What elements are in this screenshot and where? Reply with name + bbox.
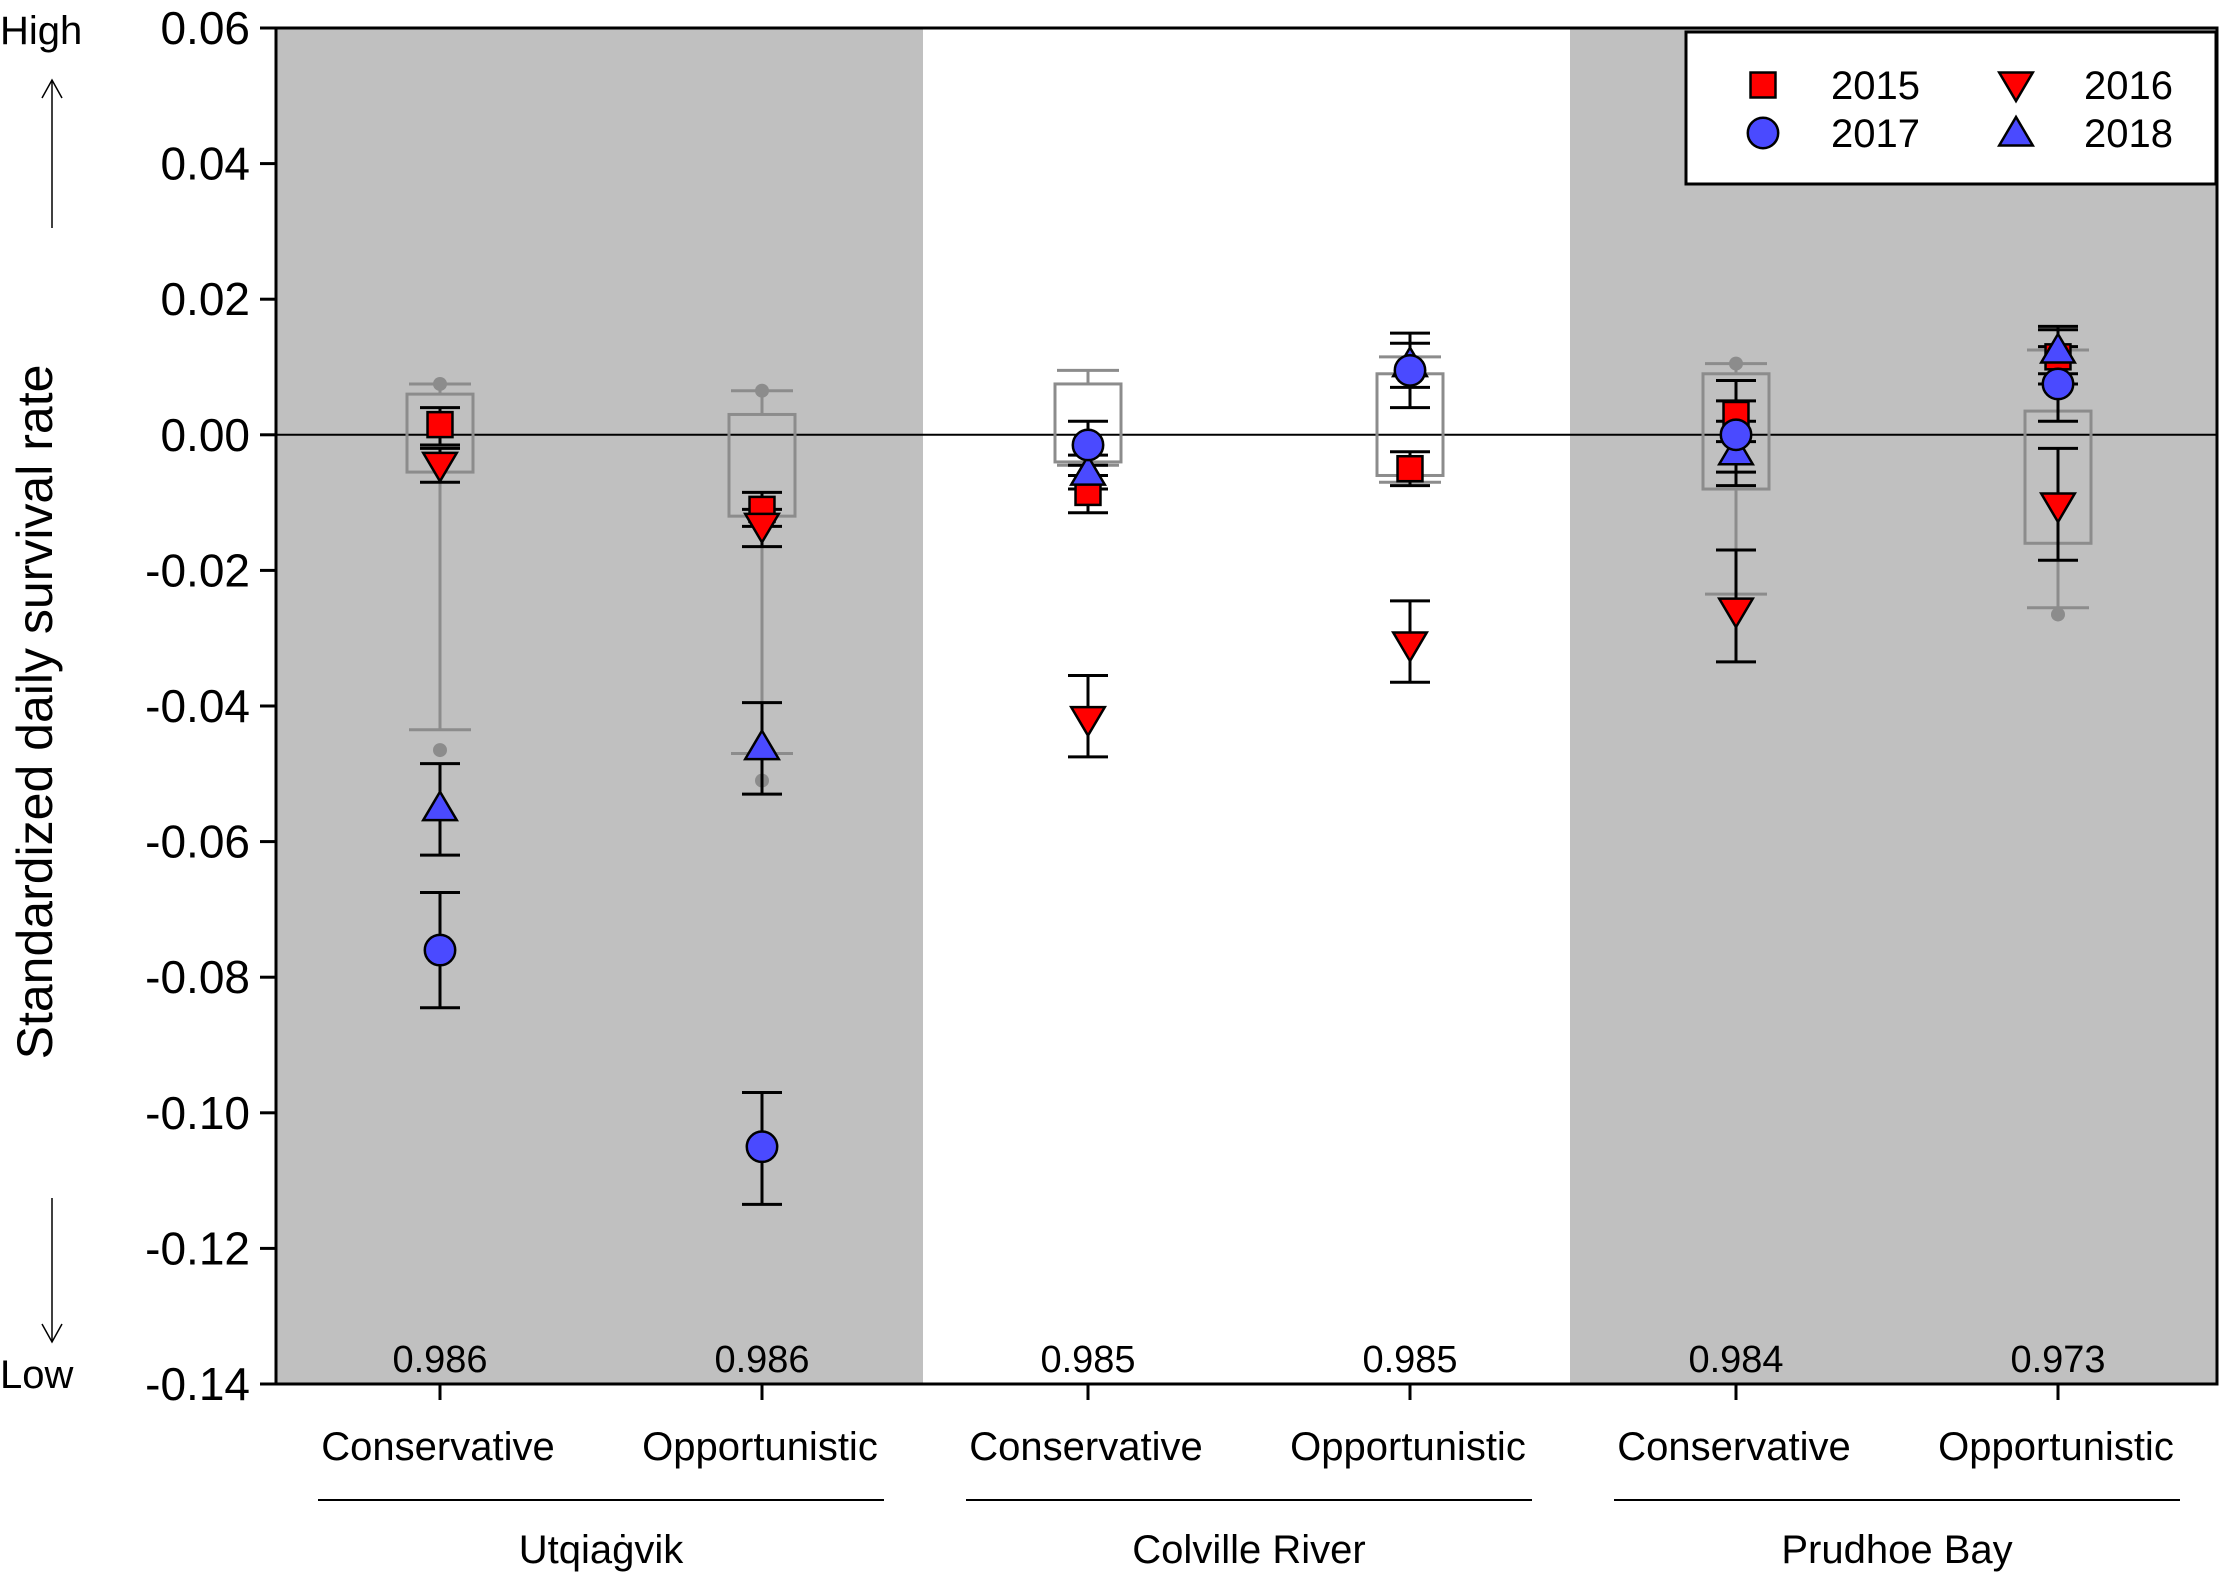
baseline-value: 0.985 (1040, 1339, 1135, 1381)
site-band-2 (1570, 28, 2217, 1384)
point-triangle-down-2016 (743, 512, 781, 545)
site-band-1 (923, 28, 1570, 1384)
point-triangle-up-2018 (2039, 331, 2077, 364)
y-tick-label: 0.06 (160, 2, 250, 54)
baseline-value: 0.986 (392, 1339, 487, 1381)
point-triangle-down-2016 (1069, 705, 1107, 739)
y-tick-label: 0.04 (160, 138, 250, 190)
y-axis-low-label: Low (0, 1353, 73, 1397)
box-outlier (433, 376, 447, 391)
y-axis-high-label: High (0, 9, 82, 53)
legend-label: 2018 (2084, 112, 2173, 156)
y-tick-label: -0.12 (145, 1222, 250, 1274)
box-outlier (433, 743, 447, 758)
point-square-2015 (1396, 454, 1424, 483)
baseline-labels: 0.986 0.986 0.985 0.985 0.984 0.973 (392, 1339, 2105, 1381)
strategy-label: Conservative (321, 1425, 554, 1469)
point-circle-2017 (1393, 353, 1427, 387)
site-background-bands (276, 28, 2217, 1384)
legend-marker-2016-icon (1997, 71, 2035, 104)
y-tick-label: -0.10 (145, 1087, 250, 1139)
x-axis: Conservative Opportunistic Conservative Opp… (318, 1384, 2180, 1572)
strategy-label: Conservative (969, 1425, 1202, 1469)
box-outlier (1729, 356, 1743, 371)
site-label: Prudhoe Bay (1781, 1528, 2012, 1572)
baseline-value: 0.973 (2010, 1339, 2105, 1381)
point-triangle-up-2018 (1069, 453, 1107, 486)
point-triangle-down-2016 (421, 451, 459, 484)
y-tick-label: -0.02 (145, 544, 250, 596)
box-outlier (755, 383, 769, 398)
site-band-0 (276, 28, 923, 1384)
y-tick-label: 0.00 (160, 409, 250, 461)
y-tick-label: 0.02 (160, 273, 250, 325)
legend-box (1684, 30, 2218, 186)
y-tick-label: -0.06 (145, 816, 250, 868)
down-arrow-head-icon (41, 1323, 63, 1344)
y-tick-label: -0.14 (145, 1358, 250, 1410)
y-axis-title: Standardized daily survival rate (7, 365, 63, 1060)
point-circle-2017 (1071, 428, 1105, 462)
y-axis-arrows (41, 78, 63, 1344)
legend-marker-2018-icon (1997, 114, 2035, 147)
y-tick-label: -0.08 (145, 951, 250, 1003)
legend-label: 2015 (1831, 64, 1920, 108)
point-triangle-down-2016 (1717, 597, 1755, 630)
y-tick-label: -0.04 (145, 680, 250, 732)
baseline-value: 0.986 (714, 1339, 809, 1381)
up-arrow-head-icon (41, 78, 63, 99)
box-iqr (1701, 372, 1771, 491)
strategy-label: Conservative (1617, 1425, 1850, 1469)
strategy-label: Opportunistic (1290, 1425, 1526, 1469)
legend-label: 2017 (1831, 112, 1920, 156)
legend-marker-2017-icon (1746, 116, 1780, 150)
point-triangle-up-2018 (421, 789, 459, 822)
legend-marker-2015-icon (1749, 71, 1777, 99)
baseline-value: 0.984 (1688, 1339, 1783, 1381)
strategy-label: Opportunistic (1938, 1425, 2174, 1469)
box-outlier (2051, 607, 2065, 622)
legend-label: 2016 (2084, 64, 2173, 108)
site-label: Colville River (1132, 1528, 1365, 1572)
point-circle-2017 (423, 933, 457, 967)
point-circle-2017 (1719, 418, 1753, 452)
site-label: Utqiaġvik (519, 1528, 685, 1572)
point-square-2015 (426, 410, 454, 439)
baseline-value: 0.985 (1362, 1339, 1457, 1381)
point-circle-2017 (745, 1130, 779, 1164)
y-axis: 0.06 0.04 0.02 0.00 -0.02 -0.04 -0.06 -0.08 -0.1… (145, 2, 276, 1410)
strategy-label: Opportunistic (642, 1425, 878, 1469)
legend: 2015 2016 2017 2018 (1684, 30, 2218, 186)
point-circle-2017 (2041, 367, 2075, 401)
point-triangle-up-2018 (743, 728, 781, 761)
point-triangle-down-2016 (1391, 631, 1429, 664)
point-triangle-down-2016 (2039, 492, 2077, 525)
data-points (420, 324, 2078, 1206)
